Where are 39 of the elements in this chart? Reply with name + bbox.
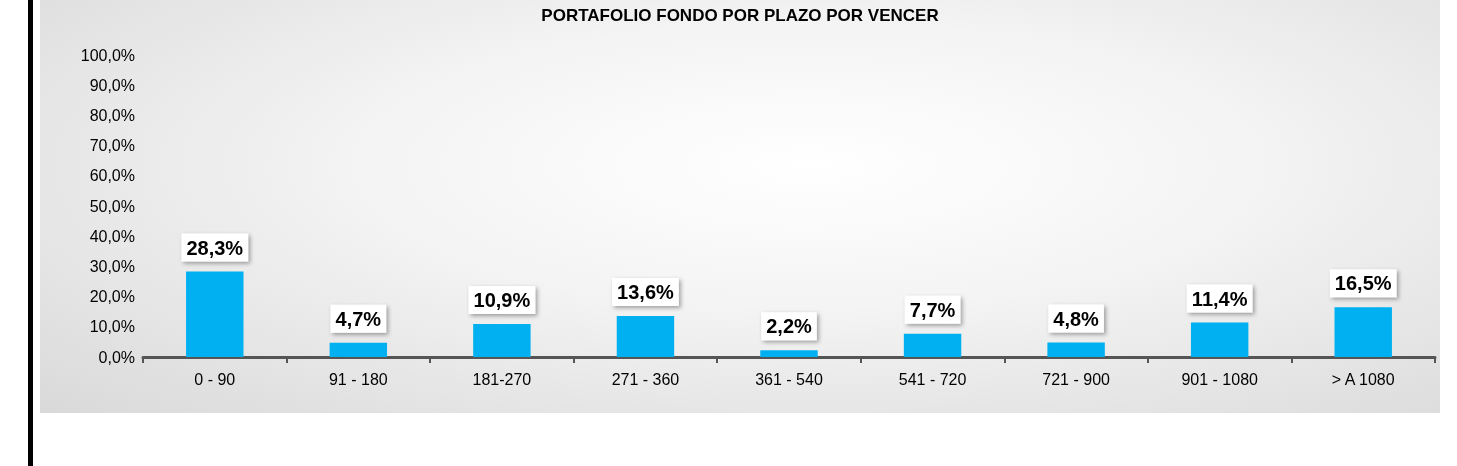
x-tick-label: 271 - 360 [611, 370, 680, 388]
x-tick-label: > A 1080 [1331, 370, 1395, 388]
y-tick-label: 70,0% [89, 137, 135, 155]
data-label: 4,7% [335, 307, 382, 330]
data-label: 10,9% [473, 289, 531, 312]
y-tick-label: 60,0% [89, 167, 135, 185]
bar [1047, 342, 1105, 357]
data-label: 11,4% [1191, 287, 1248, 310]
y-tick-label: 0,0% [98, 348, 135, 366]
y-tick-label: 80,0% [89, 106, 135, 124]
data-label: 7,7% [909, 298, 956, 321]
bar [1190, 322, 1249, 357]
y-tick-label: 100,0% [80, 46, 135, 64]
x-tick-label: 721 - 900 [1042, 370, 1111, 388]
y-tick-label: 50,0% [89, 197, 135, 215]
bar [1334, 307, 1392, 357]
bar [186, 271, 244, 357]
chart-title: PORTAFOLIO FONDO POR PLAZO POR VENCER [541, 6, 939, 25]
data-label: 16,5% [1334, 272, 1392, 295]
x-tick-label: 0 - 90 [194, 370, 236, 388]
y-tick-label: 90,0% [89, 76, 135, 94]
x-tick-label: 91 - 180 [328, 370, 388, 388]
x-tick-label: 361 - 540 [755, 370, 823, 388]
y-tick-label: 10,0% [89, 318, 135, 336]
bar [616, 315, 675, 357]
bar [473, 324, 531, 357]
bar [329, 342, 388, 357]
y-tick-label: 30,0% [89, 257, 135, 275]
data-label: 2,2% [766, 315, 813, 338]
x-tick-label: 181-270 [472, 370, 532, 388]
x-tick-label: 541 - 720 [898, 370, 967, 388]
y-tick-label: 20,0% [89, 288, 135, 306]
data-label: 28,3% [186, 236, 244, 259]
data-label: 4,8% [1053, 307, 1100, 330]
bar [760, 350, 818, 357]
y-tick-label: 40,0% [89, 227, 135, 245]
bar [903, 333, 962, 357]
x-tick-label: 901 - 1080 [1181, 370, 1259, 388]
data-label: 13,6% [617, 280, 675, 303]
